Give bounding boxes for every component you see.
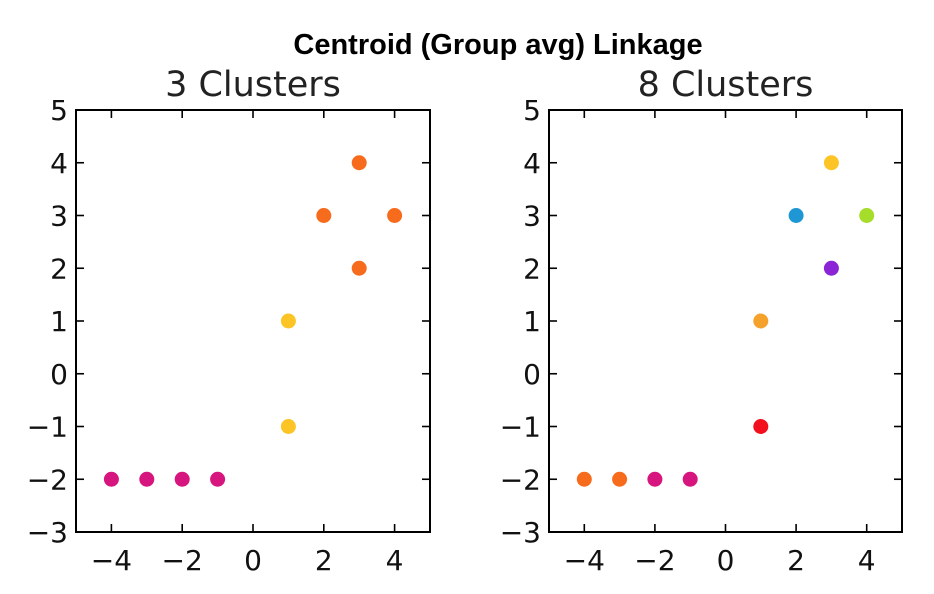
x-tick-label: 4 bbox=[858, 544, 876, 577]
x-tick-label: −2 bbox=[162, 544, 203, 577]
y-tick-label: 3 bbox=[50, 200, 68, 233]
y-tick-label: 5 bbox=[50, 94, 68, 127]
data-point bbox=[387, 208, 403, 223]
x-tick-label: 2 bbox=[787, 544, 805, 577]
data-point bbox=[859, 208, 875, 223]
data-point bbox=[647, 471, 663, 487]
x-tick-label: 0 bbox=[244, 544, 262, 577]
scatter-panel-2: 8 Clusters −3 −2 −1 0 1 2 3 4 5 −4 −2 0 2 4 bbox=[500, 65, 903, 577]
data-point bbox=[139, 471, 155, 487]
data-point bbox=[351, 155, 367, 171]
data-point bbox=[351, 260, 367, 276]
y-tick-label: 2 bbox=[523, 252, 541, 285]
y-tick-label: −2 bbox=[500, 463, 541, 496]
y-tick-label: −3 bbox=[27, 516, 68, 549]
data-point bbox=[682, 471, 698, 487]
axes-frame bbox=[548, 109, 903, 533]
x-tick-label: 2 bbox=[315, 544, 333, 577]
scatter-panel-1: 3 Clusters −3 −2 −1 0 1 2 3 4 5 −4 −2 0 2 4 bbox=[27, 65, 431, 577]
panel-title: 3 Clusters bbox=[165, 65, 341, 105]
data-point bbox=[174, 471, 190, 487]
y-tick-label: 4 bbox=[50, 147, 68, 180]
y-tick-label: 0 bbox=[50, 358, 68, 391]
x-tick-label: −4 bbox=[91, 544, 132, 577]
y-tick-label: 5 bbox=[523, 94, 541, 127]
y-tick-label: −2 bbox=[27, 463, 68, 496]
y-tick-label: 3 bbox=[523, 200, 541, 233]
x-tick-label: −4 bbox=[564, 544, 605, 577]
y-tick-label: 1 bbox=[523, 305, 541, 338]
y-tick-label: −3 bbox=[500, 516, 541, 549]
figure-title: Centroid (Group avg) Linkage bbox=[293, 29, 702, 61]
data-point bbox=[823, 155, 839, 171]
y-tick-label: 4 bbox=[523, 147, 541, 180]
x-tick-label: 4 bbox=[386, 544, 404, 577]
data-point bbox=[612, 471, 628, 487]
data-point bbox=[280, 419, 296, 434]
data-point bbox=[103, 471, 119, 487]
data-point bbox=[576, 471, 592, 487]
axes-frame bbox=[75, 109, 431, 533]
x-tick-label: −2 bbox=[634, 544, 675, 577]
data-point bbox=[316, 208, 332, 223]
panel-title: 8 Clusters bbox=[638, 65, 814, 105]
x-tick-label: 0 bbox=[717, 544, 735, 577]
data-point bbox=[788, 208, 804, 223]
data-point bbox=[753, 419, 769, 434]
data-point bbox=[823, 260, 839, 276]
y-tick-label: −1 bbox=[27, 411, 68, 444]
data-point bbox=[753, 313, 769, 329]
y-tick-label: 1 bbox=[50, 305, 68, 338]
data-point bbox=[210, 471, 226, 487]
y-tick-label: 2 bbox=[50, 252, 68, 285]
y-tick-label: −1 bbox=[500, 411, 541, 444]
data-point bbox=[280, 313, 296, 329]
y-tick-label: 0 bbox=[523, 358, 541, 391]
